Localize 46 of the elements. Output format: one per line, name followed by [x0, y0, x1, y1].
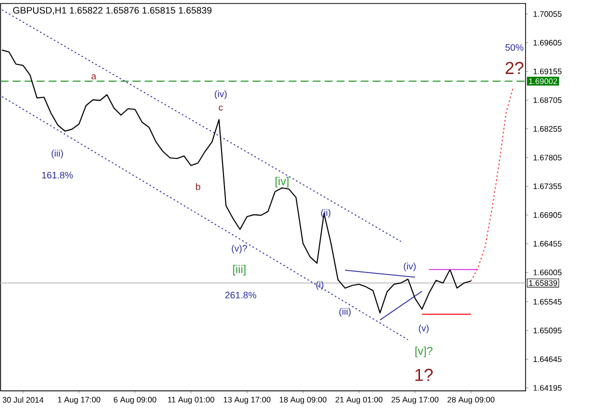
- annotation: [iv]: [276, 176, 288, 188]
- y-tick-label: 1.65545: [534, 298, 562, 305]
- annotation: 161.8%: [42, 172, 73, 178]
- y-tick-label: 1.64195: [534, 385, 562, 391]
- annotation: (iv): [214, 90, 227, 100]
- x-tick-label: 1 Aug 17:00: [58, 396, 100, 404]
- annotation: 50%: [505, 44, 524, 51]
- annotation: (iv): [404, 262, 416, 272]
- annotation: 261.8%: [225, 292, 256, 298]
- annotation: b: [196, 183, 200, 190]
- x-tick-label: 18 Aug 09:00: [280, 396, 326, 404]
- annotation: (v): [418, 324, 429, 334]
- chart-title: GBPUSD,H1 1.65822 1.65876 1.65815 1.65839: [13, 7, 212, 15]
- y-tick-label: 1.69155: [534, 68, 562, 74]
- annotation: a: [92, 74, 96, 80]
- annotation: c: [218, 106, 223, 111]
- x-tick-label: 30 Jul 2014: [2, 396, 44, 403]
- annotation: (iii): [52, 150, 63, 158]
- annotation: (ii): [321, 209, 330, 218]
- y-tick-label: 1.68255: [534, 126, 562, 132]
- x-tick-label: 6 Aug 09:00: [114, 396, 156, 404]
- y-tick-label: 1.66455: [534, 240, 562, 247]
- x-tick-label: 28 Aug 09:00: [448, 396, 494, 404]
- y-tick-label: 1.67805: [534, 154, 562, 160]
- y-tick-label: 1.64645: [534, 356, 562, 362]
- y-tick-label: 1.68705: [534, 97, 562, 103]
- y-tick-label: 1.69605: [534, 40, 562, 46]
- line-series: [470, 87, 514, 282]
- y-tick-label: 1.66005: [534, 270, 562, 276]
- y-tick-label: 1.65095: [534, 328, 562, 334]
- ref-line-label: 1.69002: [529, 78, 558, 84]
- ref-line-label: 1.65839: [529, 280, 558, 286]
- x-tick-label: 13 Aug 17:00: [224, 396, 270, 404]
- annotation: [iii]: [233, 264, 246, 276]
- annotation: (iii): [339, 308, 351, 317]
- annotation: (v)?: [232, 244, 247, 254]
- annotation: 2?: [506, 62, 524, 74]
- y-tick-label: 1.70055: [534, 11, 562, 17]
- annotation: 1?: [415, 368, 433, 381]
- x-tick-label: 11 Aug 01:00: [168, 396, 214, 404]
- annotation: [v]?: [415, 346, 432, 358]
- y-tick-label: 1.66905: [534, 212, 562, 218]
- annotation: (i): [316, 281, 324, 290]
- x-tick-label: 25 Aug 17:00: [392, 396, 438, 404]
- y-tick-label: 1.67355: [534, 183, 562, 190]
- x-tick-label: 21 Aug 01:00: [336, 396, 382, 404]
